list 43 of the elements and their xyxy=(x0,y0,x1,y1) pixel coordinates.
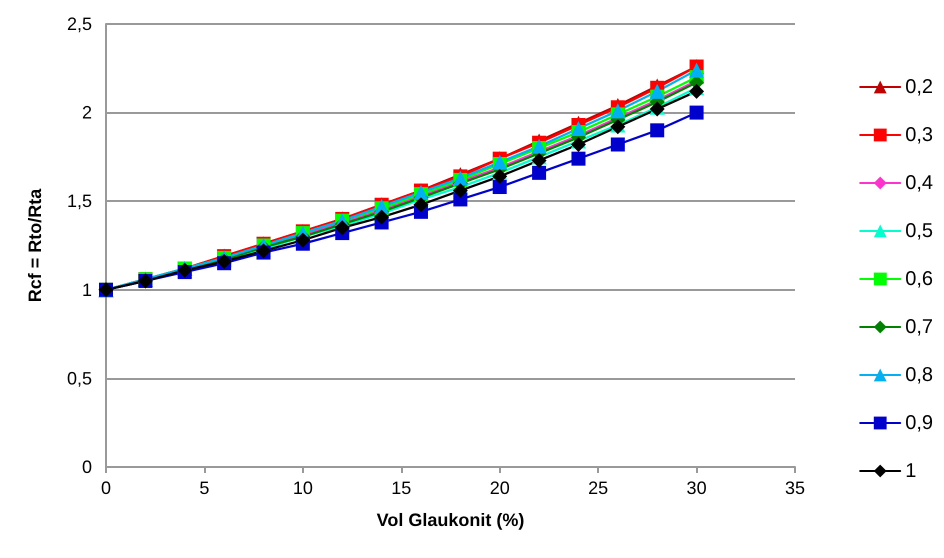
legend-label: 0,6 xyxy=(905,268,934,290)
x-tick-label: 25 xyxy=(588,478,608,498)
x-tick-label: 20 xyxy=(490,478,510,498)
legend-label: 0,7 xyxy=(905,316,934,338)
legend-label: 0,5 xyxy=(905,220,934,242)
x-tick-label: 0 xyxy=(100,478,112,498)
legend-label: 0,9 xyxy=(905,412,934,434)
point xyxy=(689,84,704,99)
point xyxy=(650,84,665,99)
y-axis-title: Rcf = Rto/Rta xyxy=(25,188,45,302)
point xyxy=(570,136,586,152)
legend-label: 0,3 xyxy=(905,124,934,146)
point xyxy=(571,152,586,166)
point xyxy=(295,232,310,248)
point xyxy=(413,197,428,212)
point xyxy=(374,210,390,225)
legend-label: 0,4 xyxy=(905,172,934,194)
legend-label: 0,2 xyxy=(905,76,934,98)
point xyxy=(690,106,704,120)
y-tick-label: 0 xyxy=(82,457,92,477)
point xyxy=(532,166,546,180)
point xyxy=(610,137,625,152)
y-tick-label: 0,5 xyxy=(66,368,92,388)
x-tick-label: 5 xyxy=(199,478,210,498)
x-tick-label: 30 xyxy=(686,478,707,498)
point xyxy=(610,103,626,118)
point xyxy=(689,62,704,78)
y-tick-label: 1,5 xyxy=(66,191,92,212)
legend-label: 1 xyxy=(905,460,916,482)
legend-label: 0,8 xyxy=(905,364,934,386)
point xyxy=(492,168,508,184)
y-tick-label: 1 xyxy=(82,280,92,300)
y-tick-label: 2 xyxy=(82,102,92,123)
point xyxy=(650,123,664,138)
x-tick-label: 35 xyxy=(784,478,806,498)
point xyxy=(532,152,547,168)
x-axis-title: Vol Glaukonit (%) xyxy=(376,510,524,530)
point xyxy=(570,121,586,136)
point xyxy=(492,180,507,194)
point xyxy=(452,183,468,198)
x-tick-label: 10 xyxy=(292,478,313,498)
y-tick-label: 2,5 xyxy=(66,14,92,34)
x-tick-label: 15 xyxy=(391,478,412,498)
